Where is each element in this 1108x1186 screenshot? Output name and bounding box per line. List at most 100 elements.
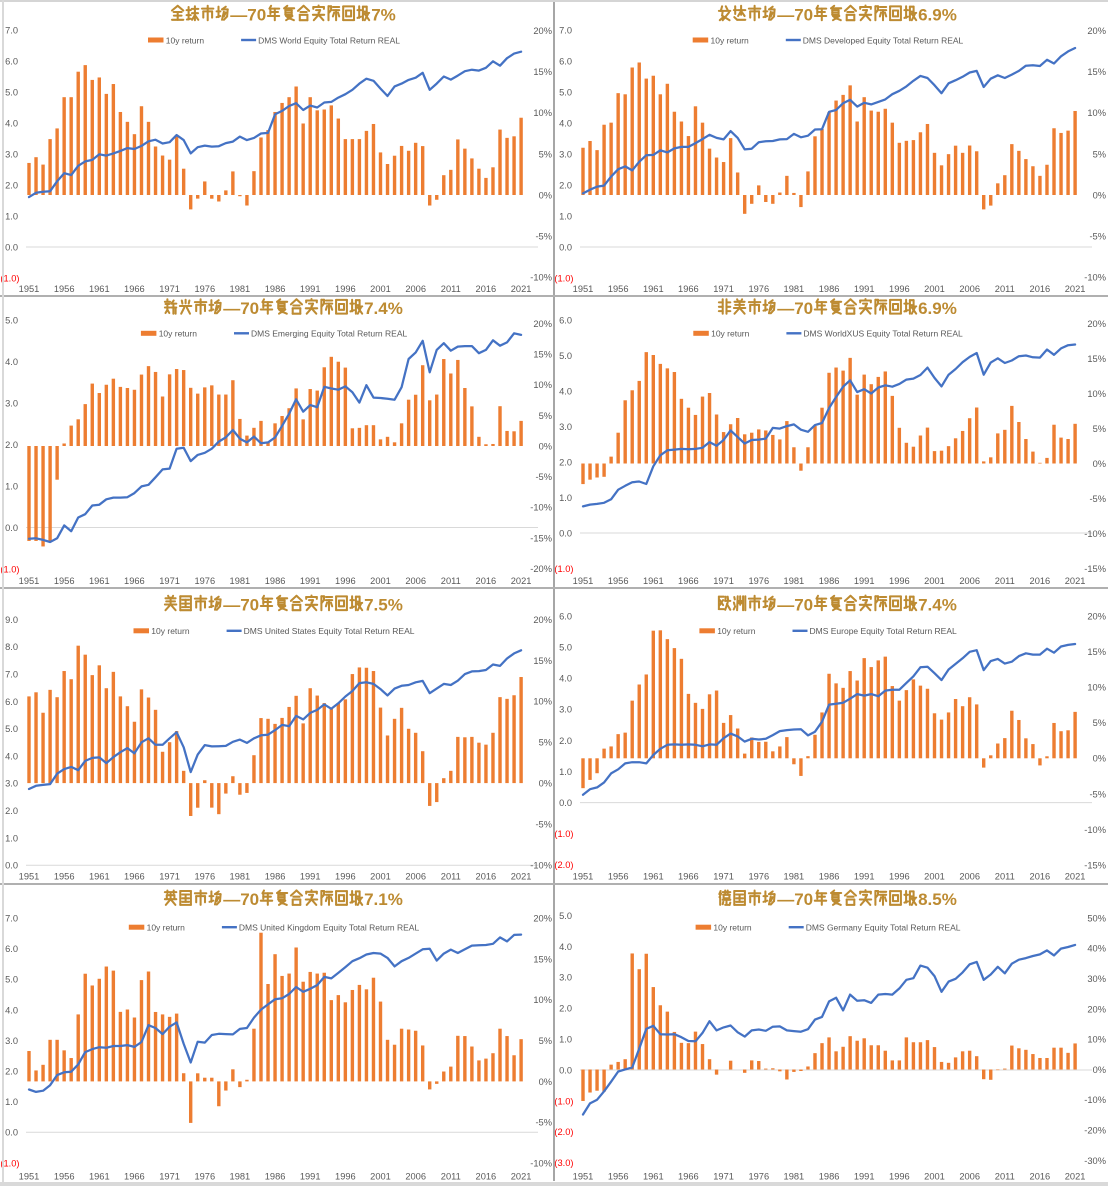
svg-text:DMS Europe Equity Total Return: DMS Europe Equity Total Return REAL xyxy=(810,626,958,636)
svg-text:1.0: 1.0 xyxy=(5,1097,18,1107)
svg-text:1981: 1981 xyxy=(784,576,805,586)
svg-text:1.0: 1.0 xyxy=(559,493,572,503)
svg-text:70: 70 xyxy=(794,299,813,318)
svg-text:1966: 1966 xyxy=(124,576,145,586)
svg-text:0.0: 0.0 xyxy=(559,1065,572,1075)
svg-text:20%: 20% xyxy=(533,615,552,625)
svg-text:3.0: 3.0 xyxy=(559,973,572,983)
svg-text:0%: 0% xyxy=(539,190,552,200)
svg-text:2.0: 2.0 xyxy=(5,180,18,190)
svg-text:1986: 1986 xyxy=(819,284,840,294)
svg-text:1976: 1976 xyxy=(194,576,215,586)
svg-text:40%: 40% xyxy=(1087,944,1106,954)
svg-text:10y return: 10y return xyxy=(711,329,750,339)
svg-text:1996: 1996 xyxy=(889,576,910,586)
svg-text:1976: 1976 xyxy=(748,284,769,294)
svg-text:7.0: 7.0 xyxy=(5,914,18,924)
svg-text:—: — xyxy=(223,595,240,614)
svg-text:1961: 1961 xyxy=(643,576,664,586)
svg-text:20%: 20% xyxy=(533,913,552,923)
svg-text:70: 70 xyxy=(247,5,266,24)
svg-text:2.0: 2.0 xyxy=(559,457,572,467)
svg-text:10%: 10% xyxy=(533,995,552,1005)
svg-text:DMS World Equity Total Return: DMS World Equity Total Return REAL xyxy=(258,35,400,45)
svg-text:2006: 2006 xyxy=(405,284,426,294)
svg-text:—: — xyxy=(777,595,794,614)
svg-text:0%: 0% xyxy=(1093,190,1106,200)
svg-text:2006: 2006 xyxy=(405,1172,426,1182)
svg-text:10%: 10% xyxy=(1087,1035,1106,1045)
svg-text:0%: 0% xyxy=(539,779,552,789)
svg-text:1951: 1951 xyxy=(573,1172,594,1182)
svg-text:-5%: -5% xyxy=(535,472,552,482)
svg-text:-10%: -10% xyxy=(530,860,552,870)
svg-text:1966: 1966 xyxy=(678,576,699,586)
svg-text:DMS Emerging Equity Total Retu: DMS Emerging Equity Total Return REAL xyxy=(251,329,407,339)
svg-text:0.0: 0.0 xyxy=(559,528,572,538)
svg-text:1986: 1986 xyxy=(819,872,840,882)
svg-text:20%: 20% xyxy=(533,26,552,36)
svg-text:2011: 2011 xyxy=(441,872,461,882)
svg-text:1991: 1991 xyxy=(300,576,321,586)
svg-text:15%: 15% xyxy=(1087,67,1106,77)
svg-text:5.0: 5.0 xyxy=(559,351,572,361)
svg-text:10%: 10% xyxy=(1087,108,1106,118)
svg-text:2016: 2016 xyxy=(1030,284,1051,294)
svg-text:-5%: -5% xyxy=(535,819,552,829)
svg-text:6.9%: 6.9% xyxy=(918,5,957,24)
svg-text:1996: 1996 xyxy=(335,284,356,294)
svg-text:5.0: 5.0 xyxy=(559,87,572,97)
svg-text:-15%: -15% xyxy=(530,533,552,543)
svg-text:2006: 2006 xyxy=(959,576,980,586)
svg-text:-5%: -5% xyxy=(1089,232,1106,242)
svg-text:1951: 1951 xyxy=(573,576,594,586)
svg-text:(1.0): (1.0) xyxy=(554,829,573,839)
svg-text:2001: 2001 xyxy=(370,284,391,294)
svg-text:5.0: 5.0 xyxy=(559,911,572,921)
svg-text:6.0: 6.0 xyxy=(5,697,18,707)
svg-text:1966: 1966 xyxy=(678,1172,699,1182)
svg-text:2001: 2001 xyxy=(924,576,945,586)
svg-text:2.0: 2.0 xyxy=(559,1004,572,1014)
svg-text:10%: 10% xyxy=(1087,683,1106,693)
svg-text:4.0: 4.0 xyxy=(5,1005,18,1015)
svg-text:1.0: 1.0 xyxy=(5,833,18,843)
svg-text:2021: 2021 xyxy=(511,576,532,586)
svg-text:(1.0): (1.0) xyxy=(554,273,573,283)
svg-text:1971: 1971 xyxy=(159,576,180,586)
svg-text:8.5%: 8.5% xyxy=(918,890,957,909)
svg-text:10y return: 10y return xyxy=(166,35,205,45)
svg-text:1986: 1986 xyxy=(265,1172,286,1182)
svg-text:5%: 5% xyxy=(1093,424,1106,434)
svg-text:2.0: 2.0 xyxy=(5,806,18,816)
svg-text:2006: 2006 xyxy=(405,576,426,586)
svg-text:1981: 1981 xyxy=(784,1172,805,1182)
svg-text:2021: 2021 xyxy=(1065,872,1086,882)
svg-text:20%: 20% xyxy=(1087,1004,1106,1014)
svg-text:1961: 1961 xyxy=(643,284,664,294)
svg-text:7.4%: 7.4% xyxy=(918,595,957,614)
svg-text:4.0: 4.0 xyxy=(5,357,18,367)
svg-text:2016: 2016 xyxy=(476,872,497,882)
svg-text:2001: 2001 xyxy=(924,1172,945,1182)
svg-text:1951: 1951 xyxy=(19,872,40,882)
svg-text:1986: 1986 xyxy=(265,284,286,294)
svg-text:1.0: 1.0 xyxy=(559,1035,572,1045)
svg-text:DMS Germany Equity Total Retur: DMS Germany Equity Total Return REAL xyxy=(806,923,961,933)
svg-text:4.0: 4.0 xyxy=(559,118,572,128)
svg-text:4.0: 4.0 xyxy=(5,118,18,128)
svg-text:5.0: 5.0 xyxy=(5,975,18,985)
svg-text:—: — xyxy=(777,890,794,909)
svg-text:1996: 1996 xyxy=(889,872,910,882)
svg-text:3.0: 3.0 xyxy=(5,149,18,159)
svg-text:4.0: 4.0 xyxy=(559,674,572,684)
svg-text:2021: 2021 xyxy=(1065,576,1086,586)
svg-text:1971: 1971 xyxy=(159,284,180,294)
svg-text:1.0: 1.0 xyxy=(559,211,572,221)
svg-text:(1.0): (1.0) xyxy=(554,564,573,574)
svg-text:2.0: 2.0 xyxy=(5,1067,18,1077)
svg-text:1986: 1986 xyxy=(819,576,840,586)
svg-text:3.0: 3.0 xyxy=(5,779,18,789)
svg-text:2016: 2016 xyxy=(1030,576,1051,586)
svg-text:0.0: 0.0 xyxy=(559,798,572,808)
